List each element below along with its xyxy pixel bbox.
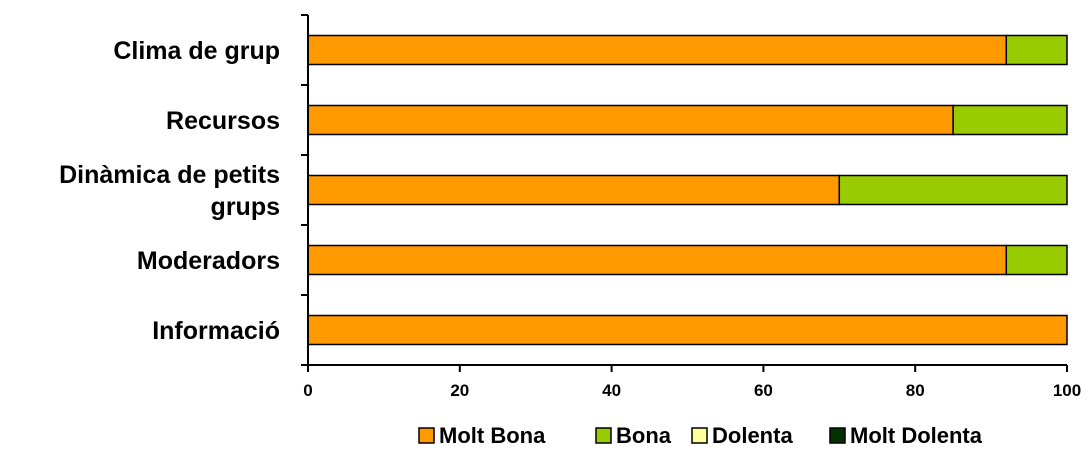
- bar-dinamica-de-petits-grups-bona: [838, 174, 1068, 206]
- legend-label-molt-bona: Molt Bona: [439, 423, 546, 448]
- x-tick-label-40: 40: [602, 381, 621, 400]
- x-tick-label-80: 80: [906, 381, 925, 400]
- legend: Molt Bona Bona Dolenta Molt Dolenta: [418, 423, 983, 448]
- x-tick-label-60: 60: [754, 381, 773, 400]
- bar-recursos-molt-bona: [307, 104, 954, 136]
- category-label-line: Recursos: [166, 107, 280, 135]
- labels-layer: 0 20 40 60 80 100 Clima de grup Recursos Dinàmic…: [59, 37, 1081, 400]
- category-label-line: Moderadors: [137, 247, 280, 275]
- bar-dinamica-de-petits-grups-molt-bona: [307, 174, 841, 206]
- category-label-dinamica-de-petits-grups: Dinàmica de petits grups: [59, 161, 280, 221]
- category-label-clima-de-grup: Clima de grup: [113, 37, 280, 65]
- bar-clima-de-grup-bona: [1005, 34, 1068, 66]
- legend-swatch-molt-dolenta: [829, 427, 846, 444]
- bar-informacio-molt-bona: [307, 314, 1068, 346]
- category-label-line: Informació: [152, 317, 280, 345]
- legend-label-dolenta: Dolenta: [712, 423, 793, 448]
- axes-layer: [301, 14, 1068, 372]
- category-label-line: Dinàmica de petits: [59, 161, 280, 189]
- legend-swatch-dolenta: [691, 427, 708, 444]
- x-tick-label-0: 0: [303, 381, 312, 400]
- x-tick-label-20: 20: [450, 381, 469, 400]
- legend-swatch-molt-bona: [418, 427, 435, 444]
- bar-clima-de-grup-molt-bona: [307, 34, 1008, 66]
- x-tick-label-100: 100: [1053, 381, 1081, 400]
- legend-swatch-bona: [595, 427, 612, 444]
- bar-moderadors-bona: [1005, 244, 1068, 276]
- category-label-informacio: Informació: [152, 317, 280, 345]
- bar-recursos-bona: [952, 104, 1068, 136]
- category-label-recursos: Recursos: [166, 107, 280, 135]
- category-label-line: grups: [211, 193, 280, 221]
- bars-layer: [307, 34, 1068, 346]
- category-label-line: Clima de grup: [113, 37, 280, 65]
- category-label-moderadors: Moderadors: [137, 247, 280, 275]
- legend-label-bona: Bona: [616, 423, 672, 448]
- legend-label-molt-dolenta: Molt Dolenta: [850, 423, 983, 448]
- bar-moderadors-molt-bona: [307, 244, 1008, 276]
